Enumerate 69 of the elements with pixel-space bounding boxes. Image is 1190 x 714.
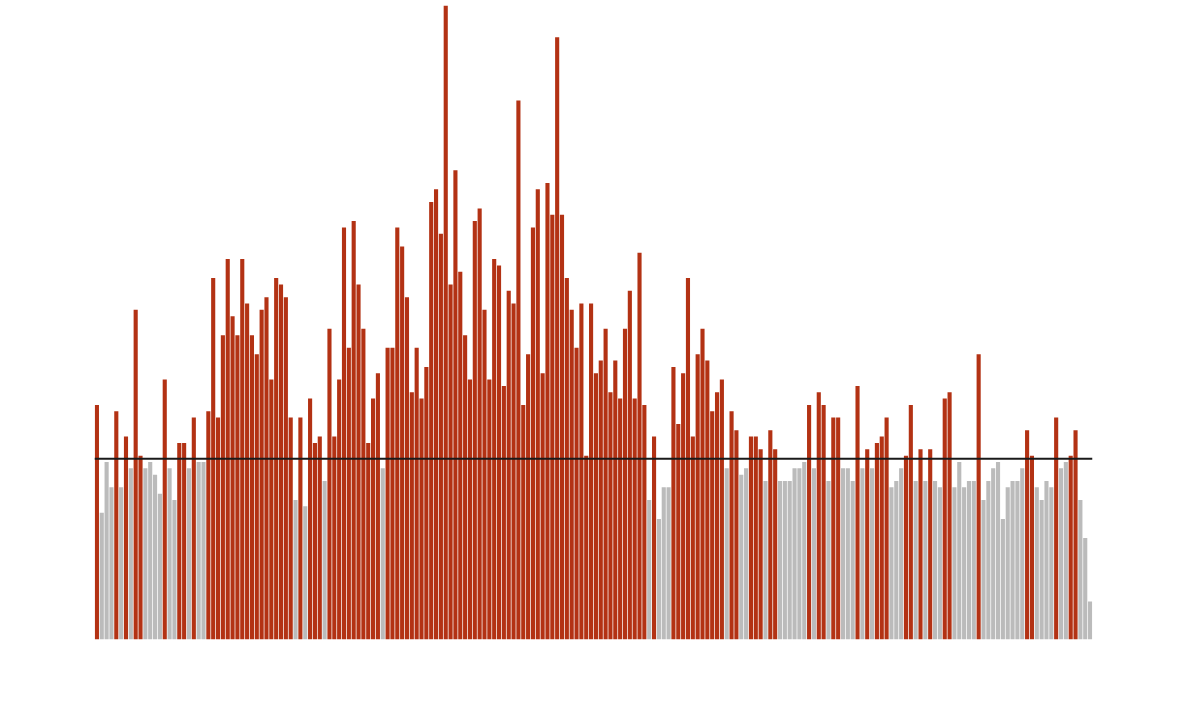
bar	[768, 430, 773, 640]
bar	[976, 354, 981, 640]
bar	[1010, 481, 1015, 640]
bar	[792, 468, 797, 640]
bar	[516, 100, 521, 640]
bar	[918, 449, 923, 640]
bar	[453, 170, 458, 640]
bar	[855, 385, 860, 640]
bar	[1078, 500, 1083, 640]
bar	[1073, 430, 1078, 640]
bar	[719, 379, 724, 640]
bar	[908, 404, 913, 640]
bar	[884, 417, 889, 640]
bar	[1054, 417, 1059, 640]
bar	[308, 398, 313, 640]
bar	[932, 481, 938, 640]
bar	[327, 328, 332, 640]
bar	[724, 468, 729, 640]
bar	[201, 461, 206, 640]
bar	[119, 487, 124, 640]
bar	[995, 461, 1001, 640]
bar	[947, 392, 952, 640]
bar	[191, 417, 196, 640]
bar	[162, 379, 167, 640]
bar	[341, 227, 347, 640]
bar	[923, 481, 928, 640]
bar	[167, 468, 172, 640]
bar	[322, 481, 327, 640]
bar	[637, 252, 642, 640]
bar	[293, 500, 298, 640]
bar	[777, 481, 783, 640]
bar	[433, 189, 439, 640]
bar	[123, 436, 129, 640]
bar	[652, 436, 657, 640]
bar	[811, 468, 816, 640]
bar	[264, 297, 269, 640]
bar	[1044, 481, 1049, 640]
bar	[1063, 461, 1068, 640]
bar	[671, 366, 676, 640]
bar	[1025, 430, 1030, 640]
bar	[966, 481, 972, 640]
bar	[700, 328, 705, 640]
bar	[317, 436, 322, 640]
bar	[807, 404, 812, 640]
bar	[865, 449, 870, 640]
bar	[729, 411, 734, 640]
bar	[928, 449, 933, 640]
bar	[186, 468, 192, 640]
bar	[913, 481, 918, 640]
bar	[666, 487, 671, 640]
bar	[647, 500, 652, 640]
bar	[763, 481, 768, 640]
bar	[303, 506, 308, 640]
bar	[870, 468, 875, 640]
bar	[748, 436, 754, 640]
bar	[840, 468, 846, 640]
bar	[380, 468, 385, 640]
bar	[685, 278, 691, 640]
bar	[545, 183, 550, 640]
bar	[831, 417, 836, 640]
bar	[971, 481, 976, 640]
bar	[177, 442, 182, 640]
bar	[94, 404, 99, 640]
bar	[128, 468, 133, 640]
bar	[375, 373, 380, 640]
bar	[298, 417, 303, 640]
bar	[860, 468, 865, 640]
bar	[114, 411, 119, 640]
bar	[826, 481, 831, 640]
